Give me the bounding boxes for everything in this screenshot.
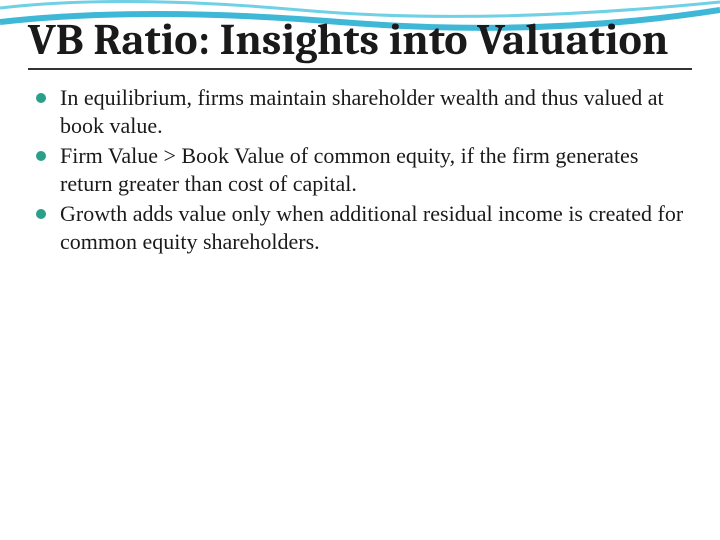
bullet-item: Growth adds value only when additional r… [34, 200, 692, 256]
slide-title: VB Ratio: Insights into Valuation [28, 16, 692, 70]
slide-container: VB Ratio: Insights into Valuation In equ… [0, 0, 720, 278]
bullet-item: Firm Value > Book Value of common equity… [34, 142, 692, 198]
bullet-list: In equilibrium, firms maintain sharehold… [28, 84, 692, 257]
bullet-item: In equilibrium, firms maintain sharehold… [34, 84, 692, 140]
